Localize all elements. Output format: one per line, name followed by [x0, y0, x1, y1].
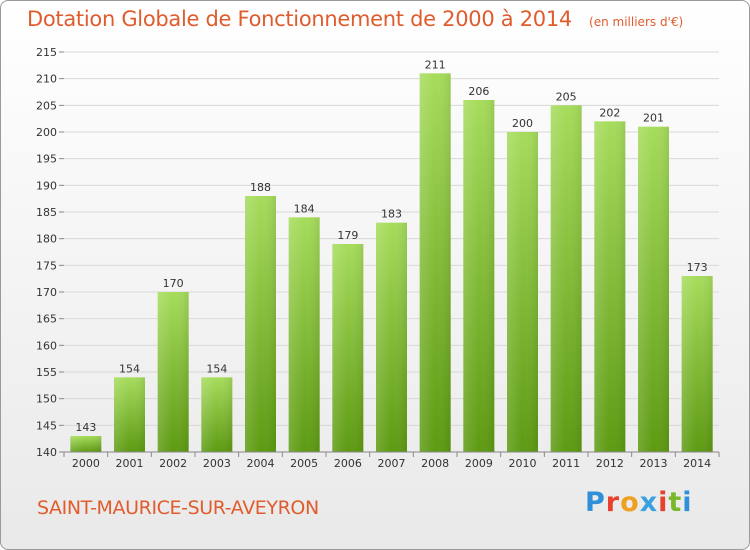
x-tick-label: 2013	[640, 457, 668, 470]
x-tick-label: 2005	[290, 457, 318, 470]
y-tick-label: 215	[36, 46, 57, 59]
y-tick-label: 190	[36, 179, 57, 192]
x-tick-label: 2008	[421, 457, 449, 470]
data-label-2009: 206	[468, 85, 489, 98]
x-tick-label: 2012	[596, 457, 624, 470]
y-axis-ticks: 140 145 150 155 160 165 170 175 180 185 190 195 200 2…	[36, 46, 64, 459]
data-label-2003: 154	[206, 362, 227, 375]
x-tick-label: 2014	[683, 457, 711, 470]
x-tick-label: 2011	[552, 457, 580, 470]
y-tick-label: 140	[36, 446, 57, 459]
bar-shading-2001	[114, 377, 145, 452]
logo-letter: t	[668, 487, 683, 518]
data-label-2010: 200	[512, 117, 533, 130]
x-tick-label: 2007	[378, 457, 406, 470]
y-tick-label: 200	[36, 126, 57, 139]
x-tick-label: 2009	[465, 457, 493, 470]
y-tick-label: 185	[36, 206, 57, 219]
x-axis-ticks: 2000 2001 2002 2003 2004 2005 2006 2007 2008 2009…	[63, 452, 720, 470]
data-label-2006: 179	[337, 229, 358, 242]
logo-letter: x	[639, 487, 659, 518]
logo-letter: o	[620, 487, 640, 518]
commune-name: SAINT-MAURICE-SUR-AVEYRON	[37, 497, 319, 519]
y-tick-label: 175	[36, 259, 57, 272]
bar-shading-2013	[638, 126, 669, 453]
x-tick-label: 2003	[203, 457, 231, 470]
data-label-2004: 188	[250, 181, 271, 194]
data-labels: 143 154 170 154 188 184 179 183 211 206 200 205 202 2…	[75, 58, 707, 434]
data-label-2000: 143	[75, 421, 96, 434]
bar-shading-2000	[70, 436, 102, 452]
y-tick-label: 205	[36, 99, 57, 112]
x-tick-label: 2006	[334, 457, 362, 470]
y-tick-label: 165	[36, 313, 57, 326]
y-tick-label: 180	[36, 233, 57, 246]
x-tick-label: 2004	[247, 457, 275, 470]
bars	[70, 73, 713, 453]
bar-shading-2012	[594, 121, 626, 452]
bar-shading-2009	[463, 100, 495, 452]
logo-letter: i	[682, 487, 693, 518]
bar-shading-2014	[681, 276, 713, 452]
bar-shading-2002	[157, 292, 189, 452]
logo-letter: r	[605, 487, 621, 518]
y-tick-label: 150	[36, 393, 57, 406]
x-tick-label: 2010	[509, 457, 537, 470]
chart-title: Dotation Globale de Fonctionnement de 20…	[27, 7, 572, 31]
x-tick-label: 2002	[159, 457, 187, 470]
x-tick-label: 2000	[72, 457, 100, 470]
bar-shading-2005	[288, 217, 320, 452]
bar-shading-2003	[201, 377, 233, 452]
unit-note: (en milliers d'€)	[589, 15, 684, 29]
bar-shading-2010	[507, 132, 538, 452]
data-label-2008: 211	[425, 58, 446, 71]
y-tick-label: 210	[36, 73, 57, 86]
bar-shading-2007	[376, 222, 407, 452]
data-label-2007: 183	[381, 208, 402, 221]
y-tick-label: 160	[36, 339, 57, 352]
logo-letter: P	[585, 487, 606, 518]
data-label-2012: 202	[599, 106, 620, 119]
x-tick-label: 2001	[116, 457, 144, 470]
bar-shading-2011	[550, 105, 582, 452]
logo-letter: i	[658, 487, 669, 518]
bar-shading-2006	[332, 244, 364, 452]
data-label-2001: 154	[119, 362, 140, 375]
bar-shading-2008	[419, 73, 451, 452]
bar-shading-2004	[245, 196, 276, 452]
data-label-2014: 173	[687, 261, 708, 274]
y-tick-label: 170	[36, 286, 57, 299]
data-label-2002: 170	[163, 277, 184, 290]
y-tick-label: 195	[36, 153, 57, 166]
y-tick-label: 155	[36, 366, 57, 379]
data-label-2013: 201	[643, 112, 664, 125]
title-row: Dotation Globale de Fonctionnement de 20…	[27, 7, 683, 31]
data-label-2011: 205	[556, 90, 577, 103]
data-label-2005: 184	[294, 202, 315, 215]
proxiti-logo[interactable]: Proxiti	[585, 487, 693, 518]
y-tick-label: 145	[36, 419, 57, 432]
